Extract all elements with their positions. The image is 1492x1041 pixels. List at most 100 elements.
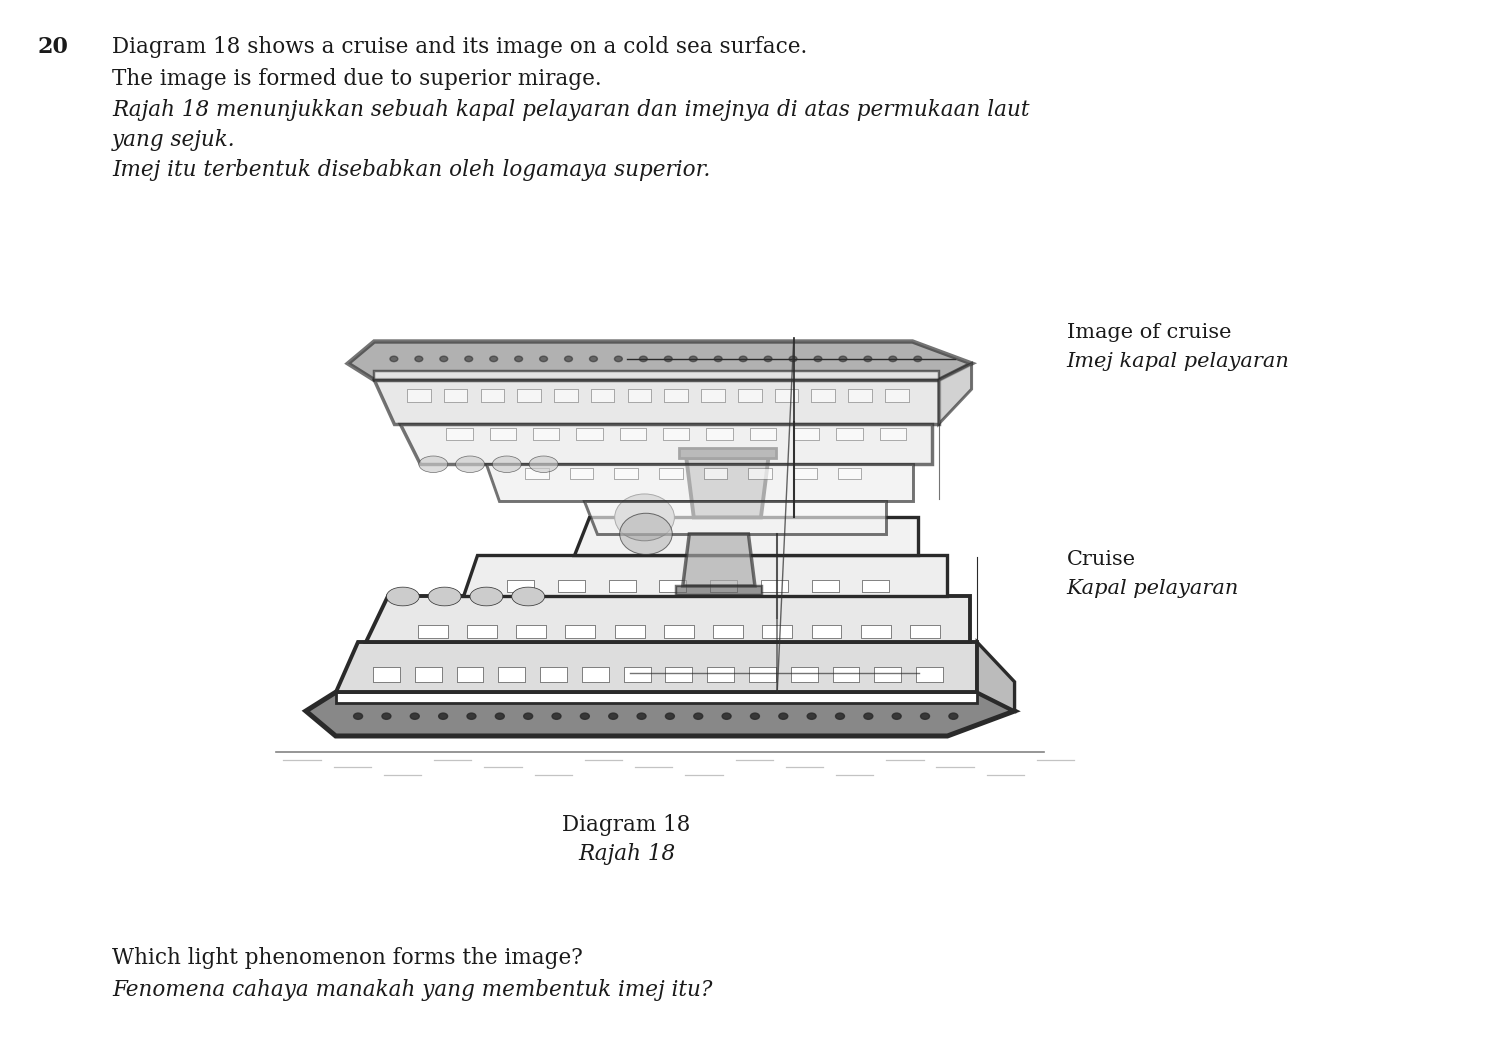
- Circle shape: [410, 713, 419, 719]
- Circle shape: [564, 356, 573, 361]
- Circle shape: [382, 713, 391, 719]
- Bar: [418, 625, 448, 638]
- Bar: [615, 625, 645, 638]
- Polygon shape: [486, 464, 913, 501]
- Bar: [373, 667, 400, 682]
- Polygon shape: [463, 555, 947, 596]
- Circle shape: [750, 713, 759, 719]
- Bar: [659, 467, 683, 479]
- Circle shape: [552, 713, 561, 719]
- Ellipse shape: [512, 587, 545, 606]
- Ellipse shape: [619, 513, 673, 555]
- Bar: [749, 667, 776, 682]
- Text: Which light phenomenon forms the image?: Which light phenomenon forms the image?: [112, 947, 583, 969]
- Polygon shape: [574, 517, 918, 555]
- Bar: [628, 389, 651, 402]
- Bar: [554, 389, 577, 402]
- Bar: [861, 625, 891, 638]
- Bar: [664, 625, 694, 638]
- Bar: [837, 428, 862, 439]
- Bar: [480, 389, 504, 402]
- Text: The image is formed due to superior mirage.: The image is formed due to superior mira…: [112, 68, 601, 90]
- Text: Diagram 18: Diagram 18: [562, 814, 691, 836]
- Bar: [407, 389, 431, 402]
- Bar: [812, 580, 839, 592]
- Circle shape: [864, 356, 871, 361]
- Text: Imej itu terbentuk disebabkan oleh logamaya superior.: Imej itu terbentuk disebabkan oleh logam…: [112, 159, 710, 181]
- Circle shape: [515, 356, 522, 361]
- Polygon shape: [585, 501, 886, 534]
- Text: Cruise: Cruise: [1067, 550, 1135, 568]
- Bar: [565, 625, 595, 638]
- Polygon shape: [977, 642, 1015, 711]
- Bar: [837, 467, 861, 479]
- Bar: [507, 580, 534, 592]
- Circle shape: [354, 713, 363, 719]
- Bar: [498, 667, 525, 682]
- Text: Image of cruise: Image of cruise: [1067, 323, 1231, 341]
- Text: Rajah 18 menunjukkan sebuah kapal pelayaran dan imejnya di atas permukaan laut: Rajah 18 menunjukkan sebuah kapal pelaya…: [112, 99, 1029, 121]
- Circle shape: [664, 356, 673, 361]
- Circle shape: [439, 713, 448, 719]
- Circle shape: [892, 713, 901, 719]
- Circle shape: [637, 713, 646, 719]
- Ellipse shape: [470, 587, 503, 606]
- Bar: [664, 389, 688, 402]
- Bar: [558, 580, 585, 592]
- Bar: [467, 625, 497, 638]
- Circle shape: [789, 356, 797, 361]
- Circle shape: [864, 713, 873, 719]
- Circle shape: [779, 713, 788, 719]
- Bar: [516, 625, 546, 638]
- Bar: [576, 428, 603, 439]
- Bar: [749, 428, 776, 439]
- Ellipse shape: [615, 493, 674, 541]
- Bar: [847, 389, 871, 402]
- Bar: [615, 467, 639, 479]
- Circle shape: [540, 356, 548, 361]
- Polygon shape: [336, 692, 977, 703]
- Circle shape: [580, 713, 589, 719]
- Bar: [833, 667, 859, 682]
- Bar: [662, 428, 689, 439]
- Circle shape: [764, 356, 771, 361]
- Bar: [533, 428, 560, 439]
- Circle shape: [715, 356, 722, 361]
- Bar: [812, 625, 841, 638]
- Bar: [457, 667, 483, 682]
- Circle shape: [913, 356, 922, 361]
- Bar: [518, 389, 542, 402]
- Bar: [706, 428, 733, 439]
- Circle shape: [921, 713, 930, 719]
- Bar: [812, 389, 836, 402]
- Polygon shape: [686, 458, 768, 517]
- Circle shape: [839, 356, 847, 361]
- Text: yang sejuk.: yang sejuk.: [112, 129, 236, 151]
- Ellipse shape: [386, 587, 419, 606]
- Polygon shape: [400, 424, 932, 464]
- Circle shape: [415, 356, 422, 361]
- Circle shape: [665, 713, 674, 719]
- Circle shape: [815, 356, 822, 361]
- Circle shape: [589, 356, 597, 361]
- Bar: [570, 467, 594, 479]
- Bar: [443, 389, 467, 402]
- Text: Kapal pelayaran: Kapal pelayaran: [1067, 579, 1240, 598]
- Bar: [609, 580, 636, 592]
- Bar: [762, 625, 792, 638]
- Polygon shape: [306, 692, 1015, 736]
- Bar: [916, 667, 943, 682]
- Circle shape: [609, 713, 618, 719]
- Polygon shape: [348, 341, 971, 380]
- Bar: [540, 667, 567, 682]
- Text: Imej kapal pelayaran: Imej kapal pelayaran: [1067, 352, 1289, 371]
- Bar: [749, 467, 771, 479]
- Circle shape: [524, 713, 533, 719]
- Polygon shape: [679, 448, 776, 458]
- Bar: [710, 580, 737, 592]
- Text: Fenomena cahaya manakah yang membentuk imej itu?: Fenomena cahaya manakah yang membentuk i…: [112, 979, 712, 1000]
- Bar: [525, 467, 549, 479]
- Polygon shape: [938, 363, 971, 424]
- Circle shape: [807, 713, 816, 719]
- Circle shape: [467, 713, 476, 719]
